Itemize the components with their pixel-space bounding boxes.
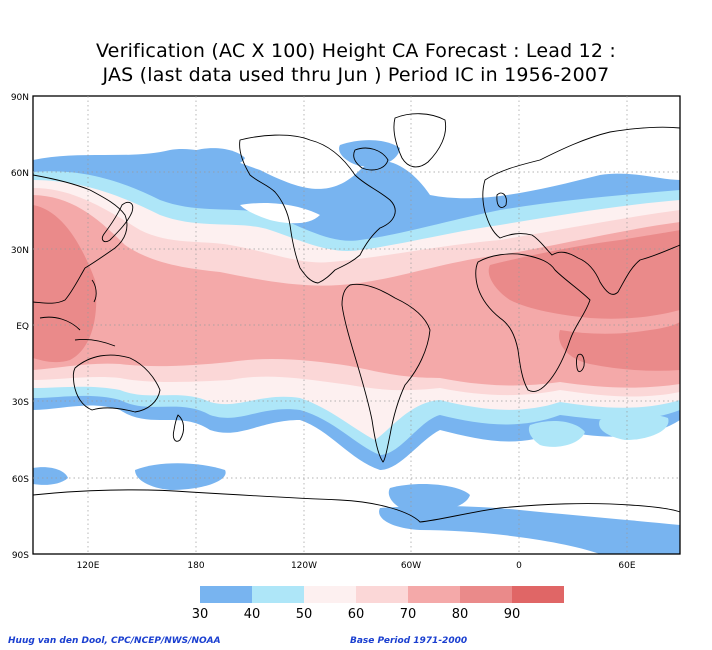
legend-label-30: 30	[192, 607, 209, 622]
coastline-south-america	[341, 283, 431, 463]
coastline-new-zealand	[172, 414, 185, 442]
coastline-antarctica	[33, 489, 680, 523]
contour-80-band	[488, 230, 680, 319]
coastline-australia	[72, 354, 161, 413]
map-title-line-1: Verification (AC X 100) Height CA Foreca…	[95, 40, 617, 62]
coastline-africa	[475, 253, 591, 392]
lon-label-120e: 120E	[77, 561, 100, 571]
legend-swatch-7	[512, 586, 564, 603]
legend-label-40: 40	[244, 607, 261, 622]
contour-30-patch	[528, 420, 585, 447]
below-30-region	[240, 203, 320, 224]
legend-label-60: 60	[348, 607, 365, 622]
legend-label-80: 80	[452, 607, 469, 622]
legend-swatch-6	[460, 586, 512, 603]
coastline-hudson-bay	[353, 147, 389, 171]
legend-colorbar: 30 40 50 60 70 80 90	[192, 586, 564, 622]
coastline-greenland	[393, 113, 447, 168]
map-title-line-2: JAS (last data used thru Jun ) Period IC…	[102, 64, 610, 86]
legend-swatch-4	[356, 586, 408, 603]
coastline-japan	[101, 201, 134, 243]
credit-author: Huug van den Dool, CPC/NCEP/NWS/NOAA	[8, 636, 221, 646]
legend-swatch-5	[408, 586, 460, 603]
coastline-eurasia	[482, 126, 680, 295]
contour-70-band	[33, 195, 680, 388]
latitude-labels: 90N 60N 30N EQ 30S 60S 90S	[11, 93, 29, 561]
lat-label-60s: 60S	[12, 475, 29, 485]
lat-label-eq: EQ	[16, 322, 29, 332]
lon-label-60e: 60E	[618, 561, 635, 571]
contour-30-patch	[599, 413, 669, 440]
contour-30-patch	[33, 467, 68, 485]
longitude-labels: 120E 180 120W 60W 0 60E	[77, 561, 636, 571]
legend-label-50: 50	[296, 607, 313, 622]
legend-swatch-3	[304, 586, 356, 603]
legend-label-90: 90	[504, 607, 521, 622]
lon-label-0: 0	[516, 561, 522, 571]
lon-label-180: 180	[187, 561, 204, 571]
coastline-north-america	[239, 134, 396, 284]
credit-base-period: Base Period 1971-2000	[350, 636, 468, 646]
legend-swatch-2	[252, 586, 304, 603]
lat-label-30s: 30S	[12, 398, 29, 408]
shaded-field	[33, 96, 680, 554]
lat-label-90n: 90N	[11, 93, 29, 103]
contour-30-patch	[188, 148, 245, 168]
legend-swatch-1	[200, 586, 252, 603]
contour-80-band	[559, 322, 680, 371]
contour-80-band	[33, 205, 97, 363]
contour-30-patch	[379, 505, 680, 554]
coastlines	[33, 113, 680, 523]
lat-label-60n: 60N	[11, 169, 29, 179]
coastline-maritime-continent	[39, 279, 116, 347]
contour-30-patch	[388, 484, 470, 512]
coastline-east-asia	[33, 174, 128, 304]
lat-label-30n: 30N	[11, 246, 29, 256]
legend-label-70: 70	[400, 607, 417, 622]
coastline-uk	[496, 192, 507, 208]
coastline-madagascar	[575, 353, 585, 373]
lon-label-60w: 60W	[401, 561, 421, 571]
lat-label-90s: 90S	[12, 551, 29, 561]
lon-label-120w: 120W	[291, 561, 317, 571]
contour-30-patch	[135, 463, 226, 490]
